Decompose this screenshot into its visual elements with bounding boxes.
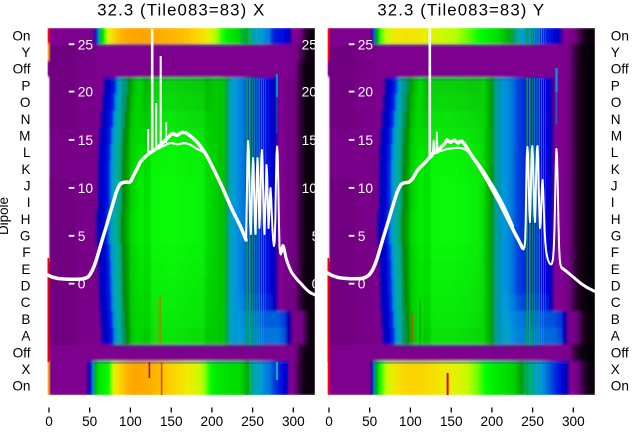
svg-text:15: 15 xyxy=(78,133,94,148)
svg-text:25: 25 xyxy=(78,37,94,52)
svg-text:5: 5 xyxy=(312,229,320,244)
svg-text:20: 20 xyxy=(302,85,318,100)
svg-text:32.3 (Tile083=83) Y: 32.3 (Tile083=83) Y xyxy=(377,1,545,20)
svg-text:200: 200 xyxy=(481,414,504,429)
svg-text:On: On xyxy=(12,379,30,394)
svg-text:25: 25 xyxy=(358,37,374,52)
svg-text:0: 0 xyxy=(325,414,333,429)
svg-text:Y: Y xyxy=(611,45,620,60)
svg-text:X: X xyxy=(611,362,620,377)
svg-text:20: 20 xyxy=(358,85,374,100)
svg-text:15: 15 xyxy=(302,133,318,148)
svg-text:G: G xyxy=(611,229,622,244)
svg-text:10: 10 xyxy=(358,181,374,196)
svg-text:10: 10 xyxy=(78,181,94,196)
svg-text:On: On xyxy=(611,379,629,394)
svg-text:D: D xyxy=(21,279,31,294)
svg-text:32.3 (Tile083=83) X: 32.3 (Tile083=83) X xyxy=(97,1,265,20)
svg-text:0: 0 xyxy=(358,277,366,292)
svg-text:100: 100 xyxy=(399,414,422,429)
svg-text:N: N xyxy=(611,112,621,127)
svg-text:K: K xyxy=(611,162,620,177)
svg-text:J: J xyxy=(611,179,618,194)
svg-text:K: K xyxy=(21,162,30,177)
svg-text:X: X xyxy=(21,362,30,377)
svg-text:150: 150 xyxy=(440,414,463,429)
svg-text:E: E xyxy=(611,262,620,277)
svg-text:Off: Off xyxy=(611,345,629,360)
svg-text:On: On xyxy=(12,28,30,43)
svg-text:50: 50 xyxy=(82,414,98,429)
svg-text:200: 200 xyxy=(201,414,224,429)
svg-text:On: On xyxy=(611,28,629,43)
svg-text:100: 100 xyxy=(119,414,142,429)
svg-text:10: 10 xyxy=(302,181,318,196)
svg-text:0: 0 xyxy=(312,277,320,292)
svg-text:C: C xyxy=(611,295,621,310)
svg-text:A: A xyxy=(21,329,31,344)
svg-text:Off: Off xyxy=(13,62,31,77)
svg-text:N: N xyxy=(21,112,31,127)
svg-text:Y: Y xyxy=(21,45,30,60)
svg-text:B: B xyxy=(21,312,30,327)
svg-text:M: M xyxy=(611,128,622,143)
svg-text:M: M xyxy=(19,128,30,143)
svg-text:300: 300 xyxy=(282,414,305,429)
svg-text:H: H xyxy=(611,212,621,227)
svg-text:P: P xyxy=(611,78,620,93)
svg-text:I: I xyxy=(611,195,615,210)
svg-text:20: 20 xyxy=(78,85,94,100)
svg-text:25: 25 xyxy=(302,37,318,52)
svg-text:15: 15 xyxy=(358,133,374,148)
svg-text:D: D xyxy=(611,279,621,294)
svg-text:H: H xyxy=(21,212,31,227)
svg-text:Dipole: Dipole xyxy=(0,197,11,235)
svg-text:F: F xyxy=(611,245,619,260)
svg-text:5: 5 xyxy=(358,229,366,244)
svg-text:I: I xyxy=(27,195,31,210)
svg-text:P: P xyxy=(21,78,30,93)
svg-text:0: 0 xyxy=(45,414,53,429)
svg-text:Off: Off xyxy=(13,345,31,360)
svg-text:150: 150 xyxy=(160,414,183,429)
svg-text:L: L xyxy=(23,145,31,160)
svg-text:0: 0 xyxy=(78,277,86,292)
svg-text:O: O xyxy=(611,95,622,110)
svg-text:50: 50 xyxy=(362,414,378,429)
svg-text:A: A xyxy=(611,329,621,344)
svg-text:E: E xyxy=(21,262,30,277)
svg-text:250: 250 xyxy=(521,414,544,429)
svg-text:J: J xyxy=(24,179,31,194)
svg-text:F: F xyxy=(22,245,30,260)
svg-text:O: O xyxy=(20,95,31,110)
svg-text:Off: Off xyxy=(611,62,629,77)
svg-text:L: L xyxy=(611,145,619,160)
svg-text:250: 250 xyxy=(241,414,264,429)
svg-text:5: 5 xyxy=(78,229,86,244)
svg-text:C: C xyxy=(21,295,31,310)
svg-text:G: G xyxy=(20,229,31,244)
svg-text:B: B xyxy=(611,312,620,327)
svg-text:300: 300 xyxy=(562,414,585,429)
